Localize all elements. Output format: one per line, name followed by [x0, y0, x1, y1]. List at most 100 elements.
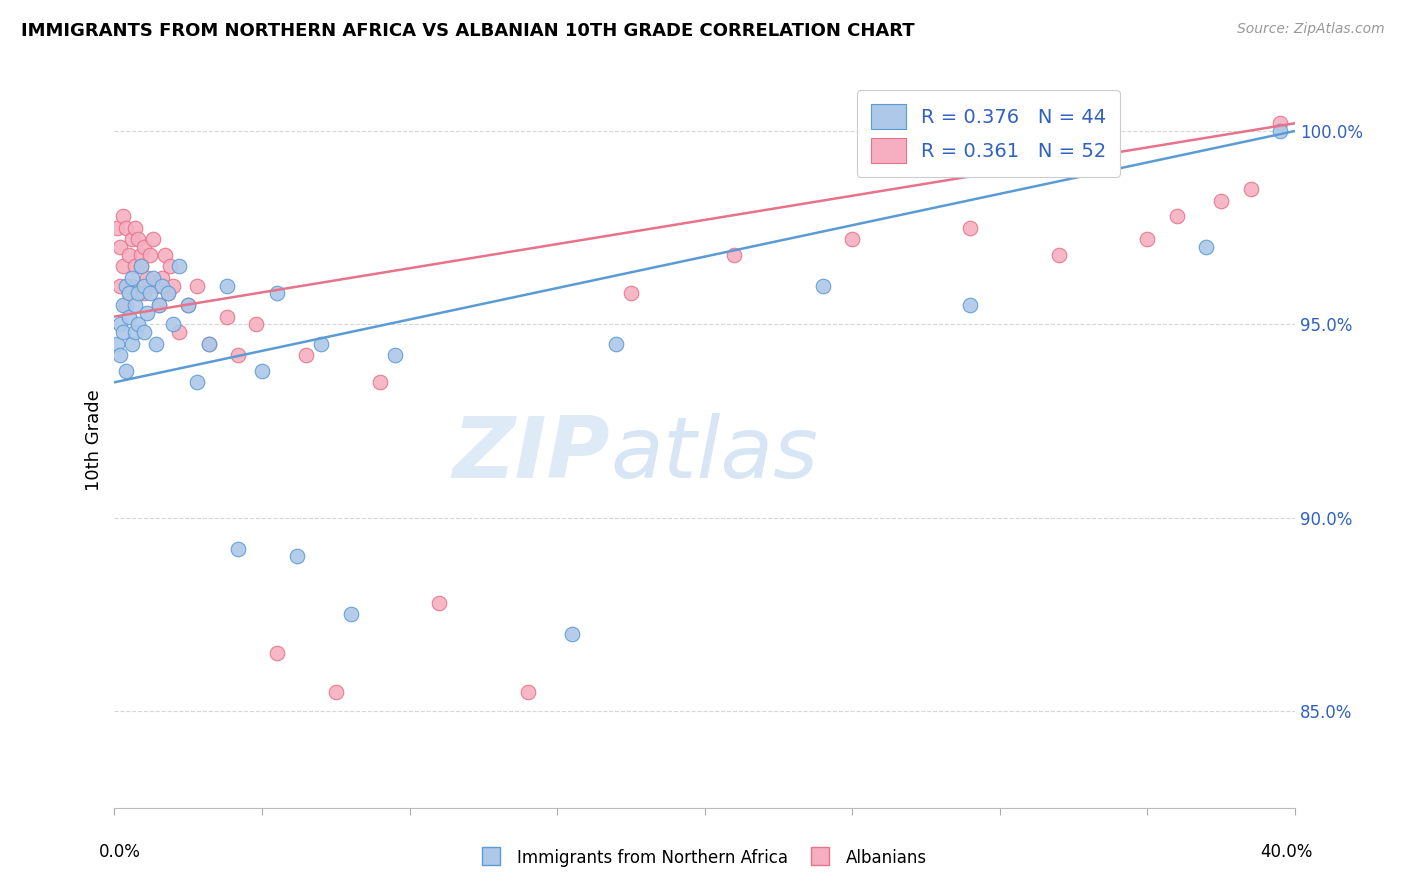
Legend: R = 0.376   N = 44, R = 0.361   N = 52: R = 0.376 N = 44, R = 0.361 N = 52: [858, 90, 1121, 177]
Point: [105, 336, 128, 351]
Point: [1166, 209, 1188, 223]
Point: [186, 278, 208, 293]
Point: [142, 232, 165, 246]
Point: [145, 278, 167, 293]
Point: [112, 325, 135, 339]
Point: [811, 278, 834, 293]
Point: [121, 232, 143, 246]
Point: [105, 220, 128, 235]
Point: [112, 298, 135, 312]
Point: [1270, 116, 1292, 130]
Point: [250, 364, 273, 378]
Point: [139, 286, 162, 301]
Point: [148, 298, 170, 312]
Point: [156, 286, 179, 301]
Point: [112, 260, 135, 274]
Text: atlas: atlas: [610, 414, 818, 497]
Point: [118, 248, 141, 262]
Point: [132, 325, 155, 339]
Point: [339, 607, 361, 622]
Point: [110, 348, 132, 362]
Point: [266, 286, 288, 301]
Point: [129, 260, 152, 274]
Point: [115, 298, 138, 312]
Text: 0.0%: 0.0%: [98, 843, 141, 861]
Point: [124, 260, 146, 274]
Point: [159, 260, 181, 274]
Point: [561, 626, 583, 640]
Point: [287, 549, 309, 564]
Point: [186, 376, 208, 390]
Point: [215, 310, 238, 324]
Point: [121, 278, 143, 293]
Point: [153, 248, 176, 262]
Point: [169, 260, 191, 274]
Point: [150, 271, 173, 285]
Point: [620, 286, 643, 301]
Point: [127, 318, 149, 332]
Point: [110, 240, 132, 254]
Point: [127, 286, 149, 301]
Point: [129, 248, 152, 262]
Point: [110, 278, 132, 293]
Point: [959, 220, 981, 235]
Point: [309, 336, 332, 351]
Point: [135, 306, 157, 320]
Point: [145, 336, 167, 351]
Text: ZIP: ZIP: [453, 414, 610, 497]
Point: [110, 318, 132, 332]
Point: [121, 336, 143, 351]
Point: [228, 348, 250, 362]
Point: [162, 318, 184, 332]
Point: [427, 596, 450, 610]
Text: 40.0%: 40.0%: [1260, 843, 1313, 861]
Point: [162, 278, 184, 293]
Point: [198, 336, 221, 351]
Point: [959, 298, 981, 312]
Point: [156, 286, 179, 301]
Point: [177, 298, 200, 312]
Point: [150, 278, 173, 293]
Point: [118, 286, 141, 301]
Point: [139, 248, 162, 262]
Point: [124, 220, 146, 235]
Point: [245, 318, 267, 332]
Point: [115, 364, 138, 378]
Point: [295, 348, 318, 362]
Point: [1270, 124, 1292, 138]
Point: [142, 271, 165, 285]
Point: [121, 271, 143, 285]
Point: [325, 684, 347, 698]
Point: [115, 220, 138, 235]
Point: [215, 278, 238, 293]
Point: [127, 286, 149, 301]
Point: [169, 325, 191, 339]
Point: [115, 278, 138, 293]
Point: [132, 278, 155, 293]
Point: [118, 310, 141, 324]
Point: [605, 336, 627, 351]
Point: [135, 271, 157, 285]
Point: [1240, 182, 1263, 196]
Legend: Immigrants from Northern Africa, Albanians: Immigrants from Northern Africa, Albania…: [472, 841, 934, 875]
Point: [148, 298, 170, 312]
Point: [1047, 248, 1070, 262]
Y-axis label: 10th Grade: 10th Grade: [86, 390, 103, 491]
Point: [124, 325, 146, 339]
Point: [266, 646, 288, 660]
Point: [198, 336, 221, 351]
Point: [516, 684, 538, 698]
Point: [841, 232, 863, 246]
Text: Source: ZipAtlas.com: Source: ZipAtlas.com: [1237, 22, 1385, 37]
Point: [132, 240, 155, 254]
Point: [1136, 232, 1159, 246]
Point: [1195, 240, 1218, 254]
Point: [177, 298, 200, 312]
Point: [132, 286, 155, 301]
Text: IMMIGRANTS FROM NORTHERN AFRICA VS ALBANIAN 10TH GRADE CORRELATION CHART: IMMIGRANTS FROM NORTHERN AFRICA VS ALBAN…: [21, 22, 915, 40]
Point: [112, 209, 135, 223]
Point: [118, 286, 141, 301]
Point: [1211, 194, 1233, 208]
Point: [228, 541, 250, 556]
Point: [127, 232, 149, 246]
